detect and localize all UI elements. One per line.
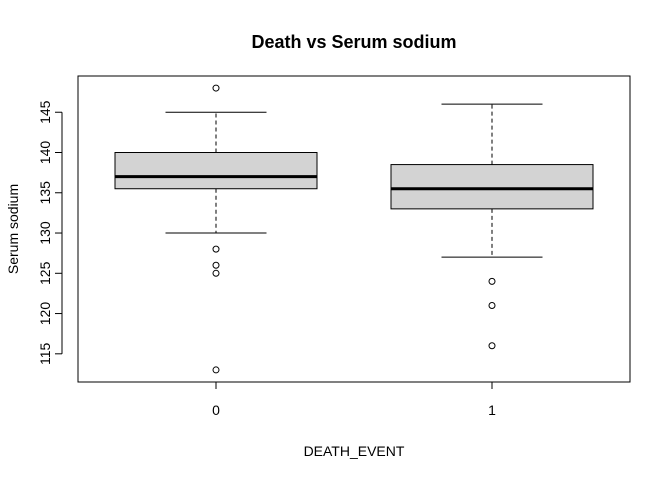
y-tick-label-130: 130: [37, 221, 53, 245]
outlier-point: [212, 84, 220, 92]
box-series: [114, 84, 594, 374]
x-tick-label-0: 0: [212, 402, 220, 418]
outlier-point: [488, 277, 496, 285]
x-tick-label-1: 1: [488, 402, 496, 418]
chart-title: Death vs Serum sodium: [251, 32, 456, 52]
outlier-point: [488, 302, 496, 309]
box-group-0: [114, 84, 318, 374]
y-tick-label-125: 125: [37, 261, 53, 285]
y-tick-label-115: 115: [37, 342, 53, 365]
outlier-point: [488, 342, 496, 350]
y-tick-label-140: 140: [37, 141, 53, 165]
box-group-1: [390, 103, 594, 350]
box-iqr: [390, 164, 594, 210]
outlier-point: [212, 261, 220, 269]
outlier-point: [212, 366, 220, 374]
outlier-point: [212, 269, 220, 277]
y-axis: 115 120 125 130 135 140 145: [37, 100, 63, 365]
y-tick-label-135: 135: [37, 181, 53, 205]
y-axis-label: Serum sodium: [5, 184, 21, 274]
y-tick-label-145: 145: [37, 100, 53, 124]
outlier-point: [212, 245, 220, 253]
plot-frame: [77, 75, 631, 383]
box-iqr: [114, 152, 318, 190]
x-axis-label: DEATH_EVENT: [304, 443, 405, 459]
y-tick-label-120: 120: [37, 302, 53, 326]
